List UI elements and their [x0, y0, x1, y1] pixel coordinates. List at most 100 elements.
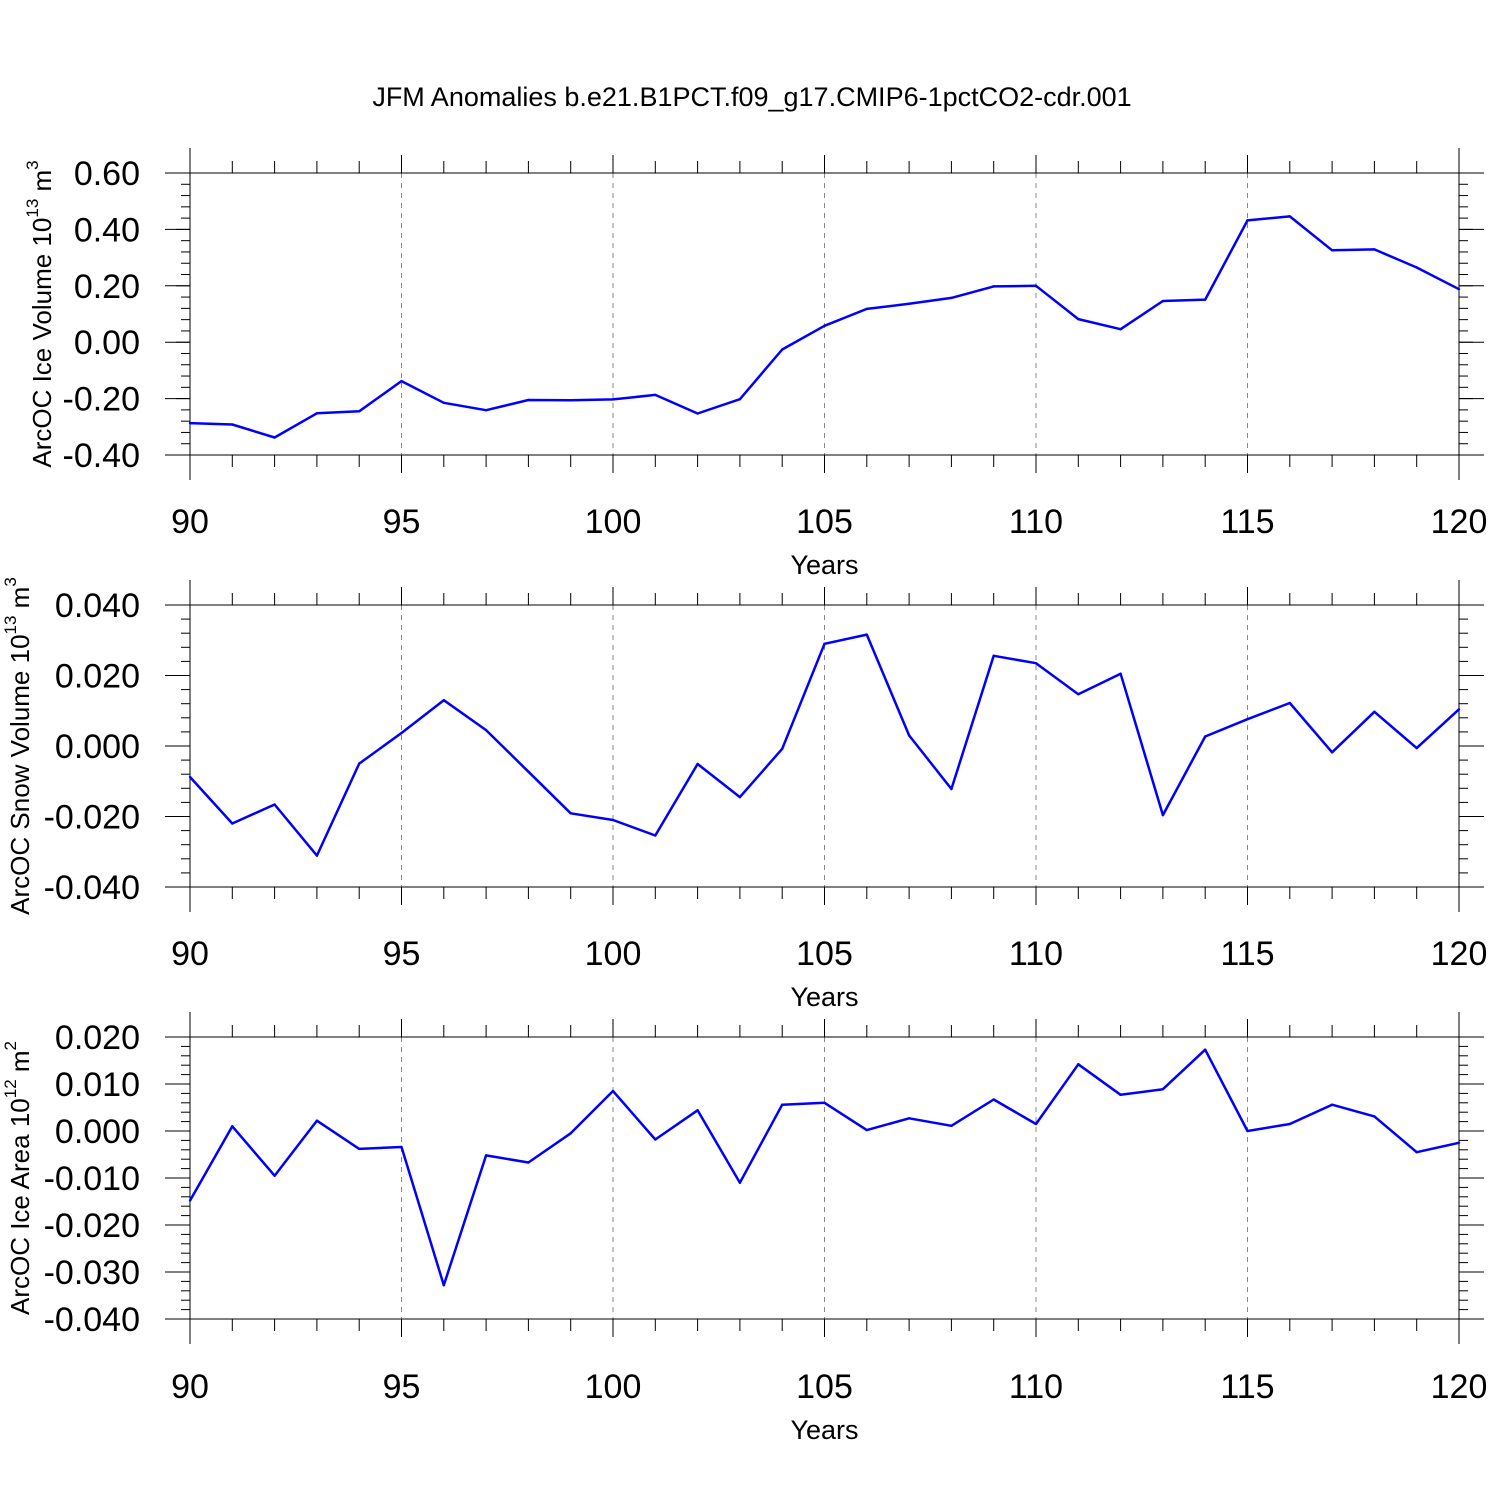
x-axis-label: Years [790, 550, 858, 580]
data-point [442, 1283, 445, 1287]
data-point [781, 348, 784, 351]
y-axis-label-unit_exponent: 3 [1, 577, 20, 586]
data-point [188, 421, 192, 425]
data-point [907, 734, 911, 737]
data-point [1288, 215, 1292, 218]
y-axis-label: ArcOC Ice Volume 1013 m3 [23, 160, 58, 467]
data-point [442, 401, 445, 405]
y-tick-label: -0.40 [63, 437, 141, 475]
data-point [654, 1138, 657, 1141]
data-point [358, 762, 361, 765]
data-point [569, 399, 572, 402]
x-tick-label: 105 [796, 935, 853, 973]
y-axis-label-exponent: 13 [23, 199, 42, 218]
data-point [1288, 1122, 1292, 1126]
data-point [865, 307, 868, 311]
data-point [992, 285, 995, 288]
chart-panel-2: -0.040 -0.020 0.000 0.020 0.040 90 95 100 105 110… [1, 577, 1488, 1012]
y-tick-label: 0.020 [55, 1019, 140, 1057]
data-point [484, 728, 488, 732]
y-tick-label: 0.040 [55, 587, 140, 625]
x-tick-label: 115 [1220, 503, 1274, 541]
x-tick-label: 100 [585, 1368, 642, 1406]
data-point [1161, 1087, 1165, 1091]
y-axis-label: ArcOC Ice Area 1012 m2 [1, 1041, 36, 1315]
data-point [315, 1119, 319, 1122]
data-point [865, 633, 868, 636]
x-tick-label: 90 [171, 935, 209, 973]
x-tick-label: 100 [585, 503, 642, 541]
y-tick-label: -0.040 [44, 1301, 140, 1339]
y-axis-label-unit: m [27, 170, 57, 199]
data-point [1077, 692, 1080, 696]
figure-title: JFM Anomalies b.e21.B1PCT.f09_g17.CMIP6-… [372, 82, 1131, 112]
data-point [738, 1181, 742, 1184]
y-axis-label-text: ArcOC Ice Area 10 [5, 1098, 35, 1315]
data-point [231, 423, 234, 426]
data-point [781, 747, 784, 751]
x-tick-label: 120 [1431, 1368, 1488, 1406]
y-axis-label-unit_exponent: 3 [23, 160, 42, 169]
data-point [527, 398, 530, 402]
y-tick-label: -0.020 [44, 799, 140, 837]
x-tick-label: 95 [383, 935, 421, 973]
data-point [611, 818, 615, 822]
y-tick-label: -0.20 [63, 381, 141, 419]
x-tick-label: 115 [1220, 1368, 1274, 1406]
data-point [1204, 1048, 1207, 1051]
data-point [654, 834, 657, 837]
y-tick-label: -0.010 [44, 1160, 140, 1198]
y-tick-label: -0.040 [44, 869, 140, 907]
y-tick-label: 0.00 [74, 324, 140, 362]
y-tick-label: 0.000 [55, 1113, 140, 1151]
data-point [907, 1117, 911, 1120]
x-tick-label: 120 [1431, 935, 1488, 973]
data-point [273, 436, 276, 439]
data-point [315, 854, 319, 857]
chart-panel-3: -0.040 -0.030 -0.020 -0.010 0.000 0.010 0.020 9… [1, 1012, 1488, 1445]
y-axis-label-exponent: 12 [1, 1079, 20, 1098]
data-point [400, 1145, 403, 1149]
x-tick-label: 120 [1431, 503, 1488, 541]
data-point [907, 302, 911, 306]
x-tick-label: 100 [585, 935, 642, 973]
data-point [1330, 751, 1334, 754]
data-point [1330, 1103, 1334, 1106]
x-tick-label: 110 [1009, 935, 1063, 973]
data-point [1034, 284, 1038, 287]
x-tick-label: 95 [383, 503, 421, 541]
data-point [1457, 287, 1461, 291]
data-point [273, 803, 276, 806]
data-point [1119, 328, 1122, 331]
data-point [358, 410, 361, 413]
data-point [400, 731, 403, 735]
data-point [1034, 1122, 1038, 1126]
x-tick-label: 115 [1220, 935, 1274, 973]
data-point [484, 1154, 488, 1157]
data-point [1161, 813, 1165, 817]
data-point [358, 1147, 361, 1151]
y-tick-label: 0.020 [55, 658, 140, 696]
data-point [1373, 248, 1376, 251]
data-point [1373, 710, 1376, 714]
y-tick-label: 0.000 [55, 728, 140, 766]
x-axis-label: Years [790, 1415, 858, 1445]
y-axis-label-unit: m [5, 1050, 35, 1079]
x-axis-label: Years [790, 982, 858, 1012]
data-point [527, 1161, 530, 1164]
data-point [950, 1124, 953, 1128]
x-tick-label: 95 [383, 1368, 421, 1406]
y-tick-label: -0.030 [44, 1254, 140, 1292]
chart-panels: -0.40 -0.20 0.00 0.20 0.40 0.60 90 95 100 105 110 1… [1, 148, 1488, 1445]
y-tick-label: 0.60 [74, 155, 140, 193]
data-point [611, 1089, 615, 1093]
x-tick-label: 110 [1009, 503, 1063, 541]
y-tick-label: 0.40 [74, 211, 140, 249]
x-tick-label: 105 [796, 1368, 853, 1406]
data-point [950, 296, 953, 300]
data-point [654, 393, 657, 397]
data-point [696, 412, 699, 415]
x-tick-label: 105 [796, 503, 853, 541]
y-axis-label-exponent: 13 [1, 616, 20, 635]
